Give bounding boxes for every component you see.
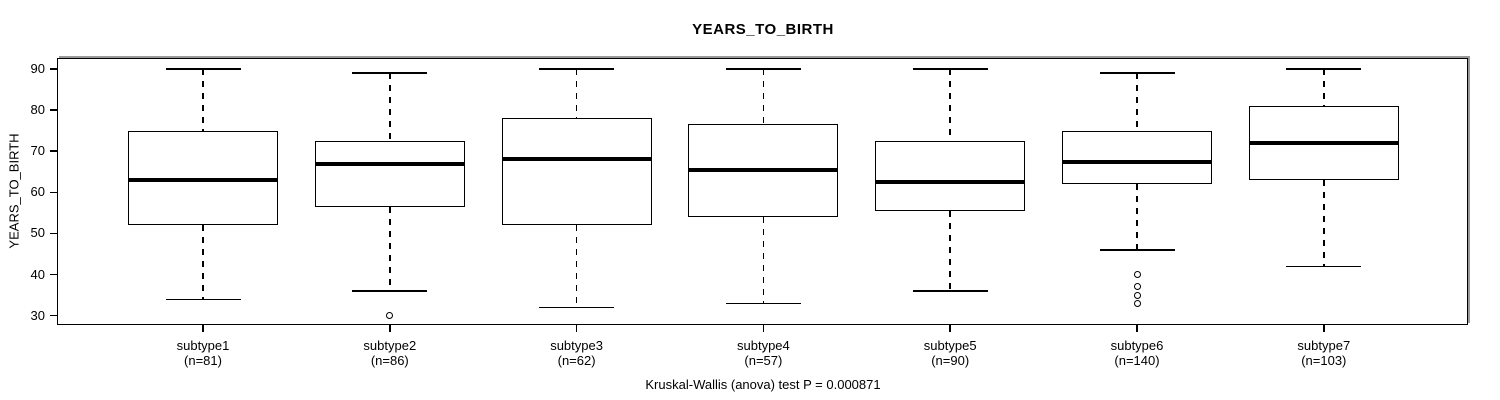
x-category-name: subtype6 (1110, 338, 1164, 353)
y-tick-mark (50, 314, 57, 317)
x-tick-mark (762, 325, 765, 332)
iqr-box (1062, 130, 1212, 185)
outlier-point (386, 312, 394, 320)
upper-whisker-line (389, 73, 391, 141)
median-line (875, 180, 1026, 185)
iqr-box (501, 118, 652, 226)
lower-whisker-line (575, 225, 578, 308)
x-category-name: subtype3 (550, 338, 603, 353)
upper-whisker-line (1323, 68, 1325, 106)
x-category-name: subtype5 (923, 338, 977, 353)
x-tick-mark (202, 325, 204, 332)
x-category-n-count: (n=103) (1301, 353, 1347, 368)
x-category-n-count: (n=57) (744, 353, 783, 368)
upper-whisker-cap (1099, 72, 1175, 74)
outlier-point (1133, 291, 1141, 299)
lower-whisker-cap (352, 290, 428, 292)
y-tick-label: 40 (30, 266, 45, 282)
lower-whisker-cap (912, 290, 988, 292)
x-category-name: subtype7 (1297, 338, 1351, 353)
y-tick-mark (50, 232, 57, 235)
median-line (1062, 159, 1212, 164)
statistical-test-caption: Kruskal-Wallis (anova) test P = 0.000871 (645, 377, 881, 392)
median-line (501, 157, 652, 162)
upper-whisker-line (762, 68, 765, 125)
outlier-point (1133, 299, 1141, 307)
x-category-label: subtype1 (n=81) (113, 338, 293, 368)
x-tick-mark (1136, 325, 1138, 332)
y-tick-label: 50 (30, 225, 45, 241)
y-tick-mark (50, 273, 57, 276)
outlier-point (1133, 283, 1141, 291)
y-tick-label: 30 (30, 307, 45, 323)
x-category-n-count: (n=81) (184, 353, 222, 368)
median-line (688, 167, 839, 172)
lower-whisker-cap (1286, 265, 1362, 268)
iqr-box (314, 140, 465, 207)
lower-whisker-line (202, 225, 204, 300)
upper-whisker-cap (352, 72, 428, 74)
lower-whisker-cap (539, 306, 615, 309)
y-tick-label: 80 (30, 102, 45, 118)
lower-whisker-cap (1099, 249, 1175, 251)
lower-whisker-cap (725, 302, 801, 305)
y-tick-mark (50, 150, 57, 152)
x-tick-mark (949, 325, 951, 332)
x-category-label: subtype7 (n=103) (1234, 338, 1414, 368)
x-category-label: subtype5 (n=90) (860, 338, 1040, 368)
upper-whisker-line (949, 68, 951, 141)
upper-whisker-cap (165, 68, 241, 70)
lower-whisker-line (1323, 180, 1325, 267)
upper-whisker-cap (539, 68, 615, 70)
lower-whisker-line (949, 210, 951, 292)
upper-whisker-cap (912, 68, 988, 70)
outlier-point (1133, 271, 1141, 279)
upper-whisker-cap (1286, 68, 1362, 70)
y-tick-label: 60 (30, 184, 45, 200)
y-tick-mark (50, 109, 57, 111)
y-tick-label: 90 (30, 60, 45, 76)
lower-whisker-cap (165, 298, 241, 300)
iqr-box (875, 140, 1026, 211)
x-category-n-count: (n=62) (557, 353, 596, 368)
upper-whisker-line (202, 68, 204, 131)
x-category-label: subtype2 (n=86) (300, 338, 480, 368)
median-line (128, 178, 278, 182)
iqr-box (128, 130, 278, 226)
x-category-name: subtype1 (176, 338, 230, 353)
lower-whisker-line (389, 206, 391, 292)
y-tick-mark (50, 191, 57, 194)
y-tick-mark (50, 68, 57, 70)
upper-whisker-line (575, 68, 578, 119)
median-line (314, 161, 465, 166)
x-category-n-count: (n=90) (931, 353, 970, 368)
median-line (1248, 140, 1399, 145)
chart-title: YEARS_TO_BIRTH (692, 21, 834, 38)
upper-whisker-line (1136, 73, 1138, 131)
x-category-label: subtype4 (n=57) (673, 338, 853, 368)
x-category-name: subtype2 (363, 338, 417, 353)
x-category-label: subtype3 (n=62) (487, 338, 667, 368)
x-tick-mark (1323, 325, 1325, 332)
upper-whisker-cap (725, 68, 801, 70)
x-category-n-count: (n=140) (1114, 353, 1160, 368)
y-tick-label: 70 (30, 143, 45, 159)
x-category-name: subtype4 (737, 338, 790, 353)
x-category-label: subtype6 (n=140) (1047, 338, 1227, 368)
lower-whisker-line (1136, 184, 1138, 250)
lower-whisker-line (762, 217, 765, 304)
x-category-n-count: (n=86) (370, 353, 409, 368)
x-tick-mark (575, 325, 578, 332)
x-tick-mark (389, 325, 391, 332)
